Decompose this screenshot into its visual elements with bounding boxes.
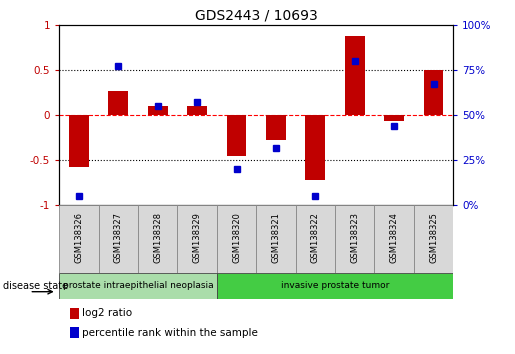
Bar: [384, 115, 404, 121]
Bar: [414, 205, 453, 273]
Text: GSM138322: GSM138322: [311, 212, 320, 263]
Bar: [109, 91, 128, 115]
Text: GSM138327: GSM138327: [114, 212, 123, 263]
Bar: [217, 273, 453, 299]
Bar: [217, 205, 256, 273]
Bar: [374, 205, 414, 273]
Bar: [59, 273, 217, 299]
Bar: [227, 115, 246, 156]
Text: GSM138326: GSM138326: [75, 212, 83, 263]
Bar: [296, 205, 335, 273]
Bar: [187, 106, 207, 115]
Bar: [177, 205, 217, 273]
Text: percentile rank within the sample: percentile rank within the sample: [82, 328, 259, 338]
Text: GSM138321: GSM138321: [271, 212, 280, 263]
Bar: [424, 70, 443, 115]
Text: log2 ratio: log2 ratio: [82, 308, 132, 318]
Text: GSM138323: GSM138323: [350, 212, 359, 263]
Bar: [138, 205, 177, 273]
Title: GDS2443 / 10693: GDS2443 / 10693: [195, 8, 318, 22]
Bar: [345, 36, 365, 115]
Text: GSM138329: GSM138329: [193, 212, 201, 263]
Bar: [59, 205, 99, 273]
Bar: [335, 205, 374, 273]
Text: GSM138320: GSM138320: [232, 212, 241, 263]
Bar: [99, 205, 138, 273]
Text: GSM138328: GSM138328: [153, 212, 162, 263]
Text: invasive prostate tumor: invasive prostate tumor: [281, 281, 389, 290]
Text: prostate intraepithelial neoplasia: prostate intraepithelial neoplasia: [63, 281, 213, 290]
Text: GSM138325: GSM138325: [429, 212, 438, 263]
Bar: [305, 115, 325, 180]
Bar: [69, 115, 89, 167]
Bar: [148, 106, 167, 115]
Bar: [266, 115, 286, 140]
Text: disease state: disease state: [3, 281, 67, 291]
Text: GSM138324: GSM138324: [390, 212, 399, 263]
Bar: [256, 205, 296, 273]
